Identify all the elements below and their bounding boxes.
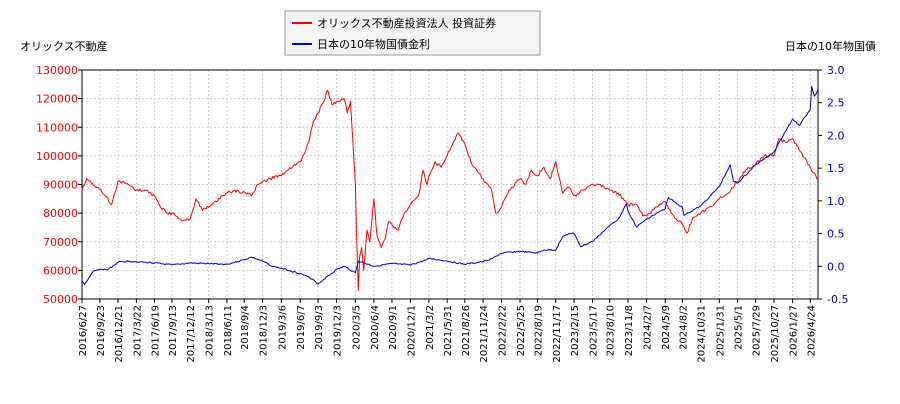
x-tick-label: 2024/5/9 — [661, 305, 672, 350]
x-tick-label: 2021/3/2 — [425, 305, 436, 350]
x-tick-label: 2020/9/1 — [388, 305, 399, 350]
x-tick-label: 2019/6/7 — [296, 305, 307, 350]
left-tick-label: 80000 — [43, 207, 78, 220]
x-tick-label: 2025/5/1 — [734, 305, 745, 350]
x-tick-label: 2021/11/24 — [479, 305, 490, 363]
right-axis-title: 日本の10年物国債 — [785, 39, 876, 53]
right-tick-label: 0.0 — [827, 260, 845, 273]
x-tick-label: 2019/12/3 — [333, 305, 344, 356]
x-tick-label: 2017/3/22 — [132, 305, 143, 356]
left-tick-label: 100000 — [36, 150, 78, 163]
x-tick-label: 2018/3/13 — [205, 305, 216, 356]
series-layer — [81, 85, 819, 291]
x-tick-label: 2017/9/13 — [168, 305, 179, 356]
x-tick-label: 2024/2/7 — [642, 305, 653, 350]
x-tick-label: 2017/6/19 — [150, 305, 161, 356]
x-tick-label: 2023/8/10 — [606, 305, 617, 356]
x-tick-label: 2019/3/6 — [277, 305, 288, 350]
x-tick-label: 2026/1/27 — [789, 305, 800, 356]
x-tick-label: 2018/6/11 — [223, 305, 234, 356]
x-tick-label: 2020/6/4 — [370, 305, 381, 350]
x-tick-label: 2018/9/4 — [240, 305, 251, 350]
right-tick-label: 1.5 — [827, 162, 845, 175]
right-tick-label: 1.0 — [827, 195, 845, 208]
left-axis-title: オリックス不動産 — [20, 39, 108, 53]
left-axis-ticks: 50000 60000 70000 80000 90000 100000 110000 120… — [36, 64, 82, 306]
right-tick-label: -0.5 — [827, 293, 848, 306]
x-tick-label: 2022/11/17 — [552, 305, 563, 363]
legend-label-jgb: 日本の10年物国債金利 — [317, 37, 430, 51]
x-tick-label: 2019/9/3 — [314, 305, 325, 350]
x-tick-label: 2020/12/1 — [406, 305, 417, 356]
left-tick-label: 110000 — [36, 121, 78, 134]
x-tick-label: 2016/6/27 — [78, 305, 89, 356]
legend-box — [284, 10, 541, 56]
left-tick-label: 90000 — [43, 179, 78, 192]
right-tick-label: 2.0 — [827, 129, 845, 142]
x-tick-label: 2021/5/31 — [443, 305, 454, 356]
x-tick-label: 2024/8/2 — [678, 305, 689, 350]
x-tick-label: 2018/12/3 — [258, 305, 269, 356]
x-tick-label: 2022/5/25 — [516, 305, 527, 356]
x-tick-label: 2023/2/15 — [570, 305, 581, 356]
series-line-stock — [81, 89, 819, 291]
x-tick-label: 2020/3/5 — [351, 305, 362, 350]
right-tick-label: 2.5 — [827, 97, 845, 110]
legend-label-stock: オリックス不動産投資法人 投資証券 — [317, 16, 496, 30]
x-tick-label: 2022/2/22 — [497, 305, 508, 356]
x-tick-label: 2016/12/21 — [114, 305, 125, 363]
x-tick-label: 2025/7/29 — [752, 305, 763, 356]
x-tick-label: 2024/10/31 — [697, 305, 708, 363]
grid — [81, 69, 818, 300]
x-tick-label: 2016/9/23 — [96, 305, 107, 356]
left-tick-label: 130000 — [36, 64, 78, 77]
left-tick-label: 50000 — [43, 293, 78, 306]
x-axis-ticks: 2016/6/27 2016/9/23 2016/12/21 2017/3/22 201… — [78, 299, 817, 363]
x-tick-label: 2021/8/26 — [461, 305, 472, 356]
x-tick-label: 2023/11/8 — [624, 305, 635, 356]
right-tick-label: 0.5 — [827, 228, 845, 241]
right-axis-ticks: -0.5 0.0 0.5 1.0 1.5 2.0 2.5 3.0 — [818, 64, 848, 306]
left-tick-label: 70000 — [43, 236, 78, 249]
x-tick-label: 2025/1/31 — [715, 305, 726, 356]
x-tick-label: 2026/4/24 — [806, 305, 817, 356]
series-line-jgb — [81, 85, 819, 286]
x-tick-label: 2017/12/12 — [186, 305, 197, 363]
legend: オリックス不動産投資法人 投資証券 日本の10年物国債金利 — [284, 10, 541, 56]
right-tick-label: 3.0 — [827, 64, 845, 77]
left-tick-label: 120000 — [36, 93, 78, 106]
x-tick-label: 2022/8/19 — [533, 305, 544, 356]
x-tick-label: 2025/10/27 — [770, 305, 781, 363]
x-tick-label: 2023/5/17 — [588, 305, 599, 356]
left-tick-label: 60000 — [43, 264, 78, 277]
